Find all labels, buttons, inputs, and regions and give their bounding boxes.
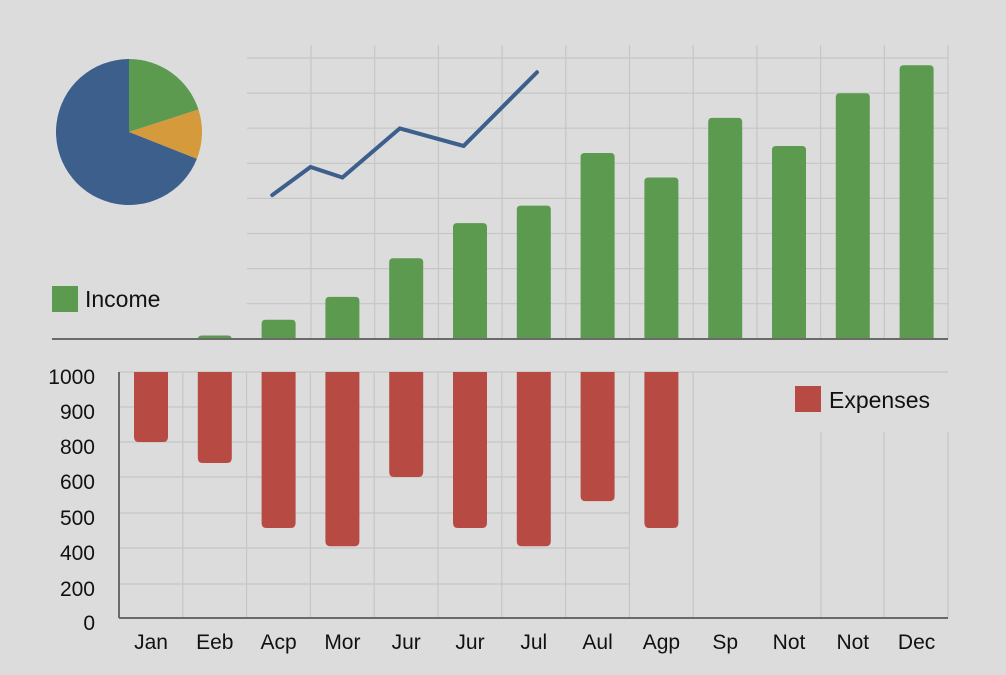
pie-chart bbox=[56, 59, 202, 206]
pie-slice-2 bbox=[56, 59, 197, 206]
income-bar bbox=[516, 205, 551, 339]
income-bars bbox=[197, 65, 934, 340]
y-tick-label: 500 bbox=[60, 507, 95, 530]
y-tick-label: 800 bbox=[60, 436, 95, 459]
expense-bar bbox=[644, 372, 679, 529]
x-tick-label: Eeb bbox=[196, 631, 233, 654]
y-tick-label: 600 bbox=[60, 471, 95, 494]
x-tick-label: Jul bbox=[520, 631, 547, 654]
x-tick-labels: Jan Eeb Acp Mor Jur Jur Jul Aul Agp Sp Not Not Dec bbox=[134, 631, 935, 654]
expense-bar bbox=[580, 372, 615, 502]
axes bbox=[52, 338, 948, 619]
x-tick-label: Agp bbox=[643, 631, 680, 654]
expense-bar bbox=[453, 372, 487, 529]
expense-bar bbox=[325, 372, 360, 547]
legend-income-swatch bbox=[52, 286, 78, 312]
income-bar bbox=[644, 177, 679, 339]
expense-bar bbox=[134, 372, 168, 442]
pie-slice-1 bbox=[129, 109, 202, 159]
x-tick-label: Jur bbox=[455, 631, 484, 654]
expense-bar bbox=[261, 372, 296, 529]
income-bar bbox=[261, 319, 296, 339]
pie-slice-0 bbox=[129, 59, 199, 132]
legend-income: Income bbox=[52, 286, 160, 312]
income-bar bbox=[580, 152, 615, 339]
y-tick-label: 200 bbox=[60, 578, 95, 601]
x-tick-label: Aul bbox=[582, 631, 612, 654]
x-tick-label: Sp bbox=[712, 631, 738, 654]
income-bar bbox=[389, 258, 424, 339]
x-tick-label: Mor bbox=[324, 631, 360, 654]
y-tick-label: 0 bbox=[83, 612, 95, 635]
x-tick-label: Acp bbox=[261, 631, 297, 654]
y-tick-label: 400 bbox=[60, 542, 95, 565]
trend-line-path bbox=[270, 70, 539, 198]
x-tick-label: Not bbox=[773, 631, 806, 654]
legend-income-label: Income bbox=[85, 286, 160, 312]
expense-bar bbox=[516, 372, 551, 547]
expense-bar bbox=[197, 372, 232, 463]
y-tick-labels: 1000 900 800 600 500 400 200 0 bbox=[48, 366, 95, 635]
income-bar bbox=[325, 296, 360, 339]
income-bar bbox=[835, 93, 870, 339]
x-tick-label: Not bbox=[836, 631, 869, 654]
x-tick-label: Jan bbox=[134, 631, 168, 654]
legend-expenses-label: Expenses bbox=[829, 387, 930, 413]
expense-bars bbox=[134, 372, 679, 547]
y-tick-label: 900 bbox=[60, 401, 95, 424]
trend-line bbox=[270, 70, 539, 198]
expense-bar bbox=[389, 372, 424, 477]
income-bar bbox=[453, 223, 487, 339]
x-tick-label: Jur bbox=[392, 631, 421, 654]
y-tick-label: 1000 bbox=[48, 366, 95, 389]
income-bar bbox=[708, 117, 743, 340]
legend-expenses-swatch bbox=[795, 386, 821, 412]
income-bar bbox=[899, 65, 934, 339]
legend-expenses: Expenses bbox=[795, 386, 930, 413]
x-tick-label: Dec bbox=[898, 631, 935, 654]
income-bar bbox=[772, 145, 806, 339]
